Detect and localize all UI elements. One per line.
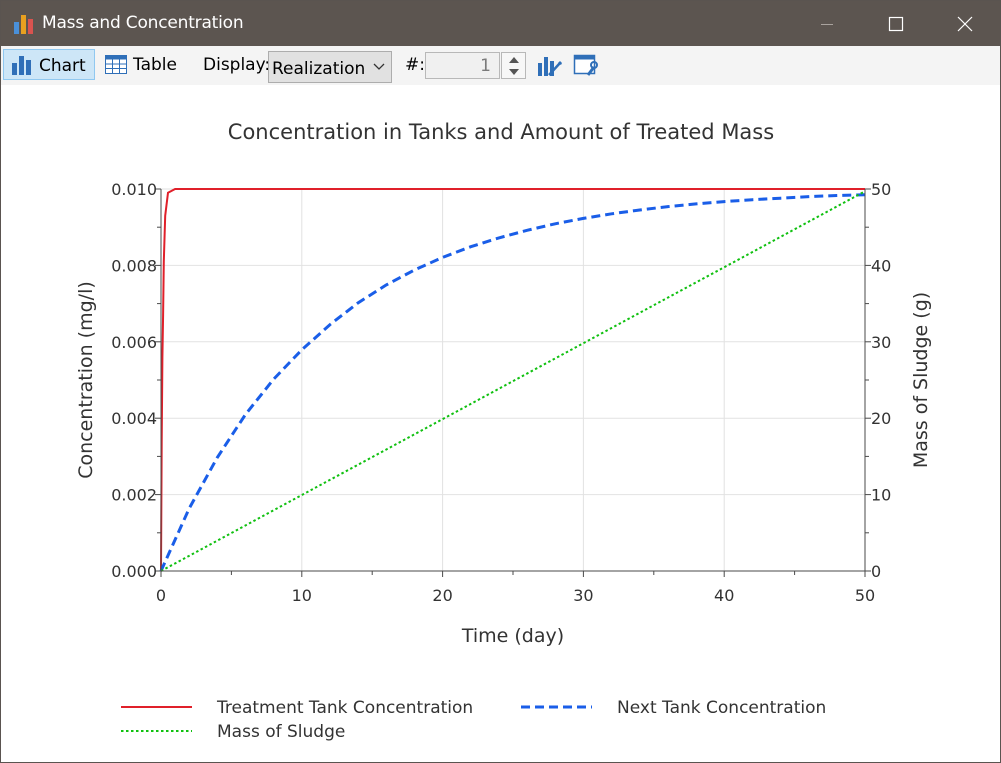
close-button[interactable] — [942, 1, 988, 46]
legend-label-mass-of-sludge: Mass of Sludge — [217, 722, 345, 742]
display-select-value: Realization — [272, 59, 366, 79]
realization-spinner[interactable] — [501, 52, 526, 79]
y2-tick-label: 50 — [871, 180, 891, 199]
y-tick-label: 0.002 — [111, 486, 157, 505]
maximize-button[interactable] — [873, 1, 919, 46]
chart-tab-label: Chart — [39, 56, 86, 76]
display-label-text: Display: — [203, 55, 271, 75]
spinner-up-icon[interactable] — [508, 56, 520, 64]
y2-axis-label: Mass of Sludge (g) — [910, 292, 932, 468]
window-settings-icon — [573, 54, 598, 76]
y2-tick-label: 10 — [871, 486, 891, 505]
bar-chart-icon — [12, 56, 31, 75]
display-select[interactable]: Realization — [268, 51, 392, 83]
chart-axes: 0 10 20 30 40 50 0.000 0.002 0.004 0.006 0.008 0.01… — [111, 180, 891, 605]
chart-area: Concentration in Tanks and Amount of Tre… — [1, 85, 1000, 762]
x-axis-label: Time (day) — [461, 625, 564, 647]
y2-tick-label: 20 — [871, 409, 891, 428]
series-line-next-tank-concentration — [159, 193, 866, 572]
x-tick-label: 40 — [714, 586, 734, 605]
chart-app-icon — [14, 15, 33, 34]
realization-number-input[interactable]: 1 — [425, 52, 500, 79]
chart-properties-button[interactable] — [536, 53, 564, 79]
y-tick-label: 0.008 — [111, 256, 157, 275]
x-tick-label: 10 — [292, 586, 312, 605]
window-settings-button[interactable] — [572, 53, 600, 79]
maximize-icon — [888, 16, 904, 32]
legend-label-next-tank-concentration: Next Tank Concentration — [617, 698, 826, 718]
chart-legend: Treatment Tank Concentration Next Tank Co… — [121, 698, 826, 742]
y-axis-label: Concentration (mg/l) — [75, 281, 97, 479]
realization-number-value: 1 — [480, 56, 491, 76]
toolbar: Chart Table Display: #: — [1, 46, 1000, 85]
y2-tick-label: 0 — [871, 562, 881, 581]
y2-tick-label: 40 — [871, 256, 891, 275]
minimize-icon — [821, 24, 833, 25]
number-label-text: #: — [405, 55, 425, 75]
y2-tick-label: 30 — [871, 333, 891, 352]
y-tick-label: 0.004 — [111, 409, 157, 428]
chart-tab-button[interactable]: Chart — [3, 49, 95, 80]
series-layer — [159, 188, 866, 572]
table-icon — [105, 55, 127, 74]
chart-grid — [161, 188, 865, 571]
chart-properties-icon — [538, 57, 562, 76]
table-tab-button[interactable]: Table — [101, 49, 181, 80]
legend-label-treatment-tank-concentration: Treatment Tank Concentration — [216, 698, 473, 718]
series-line-mass-of-sludge — [160, 190, 866, 572]
series-line-treatment-tank-concentration — [160, 188, 865, 572]
chevron-down-icon — [373, 63, 385, 70]
spinner-down-icon[interactable] — [508, 68, 520, 76]
y-tick-label: 0.006 — [111, 333, 157, 352]
y-tick-label: 0.000 — [111, 562, 157, 581]
x-tick-label: 30 — [573, 586, 593, 605]
chart-title: Concentration in Tanks and Amount of Tre… — [228, 120, 774, 144]
minimize-button[interactable] — [804, 1, 850, 46]
close-icon — [957, 16, 973, 32]
chart: Concentration in Tanks and Amount of Tre… — [75, 120, 932, 742]
table-tab-label: Table — [133, 55, 177, 75]
x-tick-label: 20 — [432, 586, 452, 605]
window-title: Mass and Concentration — [42, 13, 244, 33]
title-bar[interactable]: Mass and Concentration — [1, 1, 1000, 46]
y-tick-label: 0.010 — [111, 180, 157, 199]
x-tick-label: 50 — [855, 586, 875, 605]
x-tick-label: 0 — [156, 586, 166, 605]
